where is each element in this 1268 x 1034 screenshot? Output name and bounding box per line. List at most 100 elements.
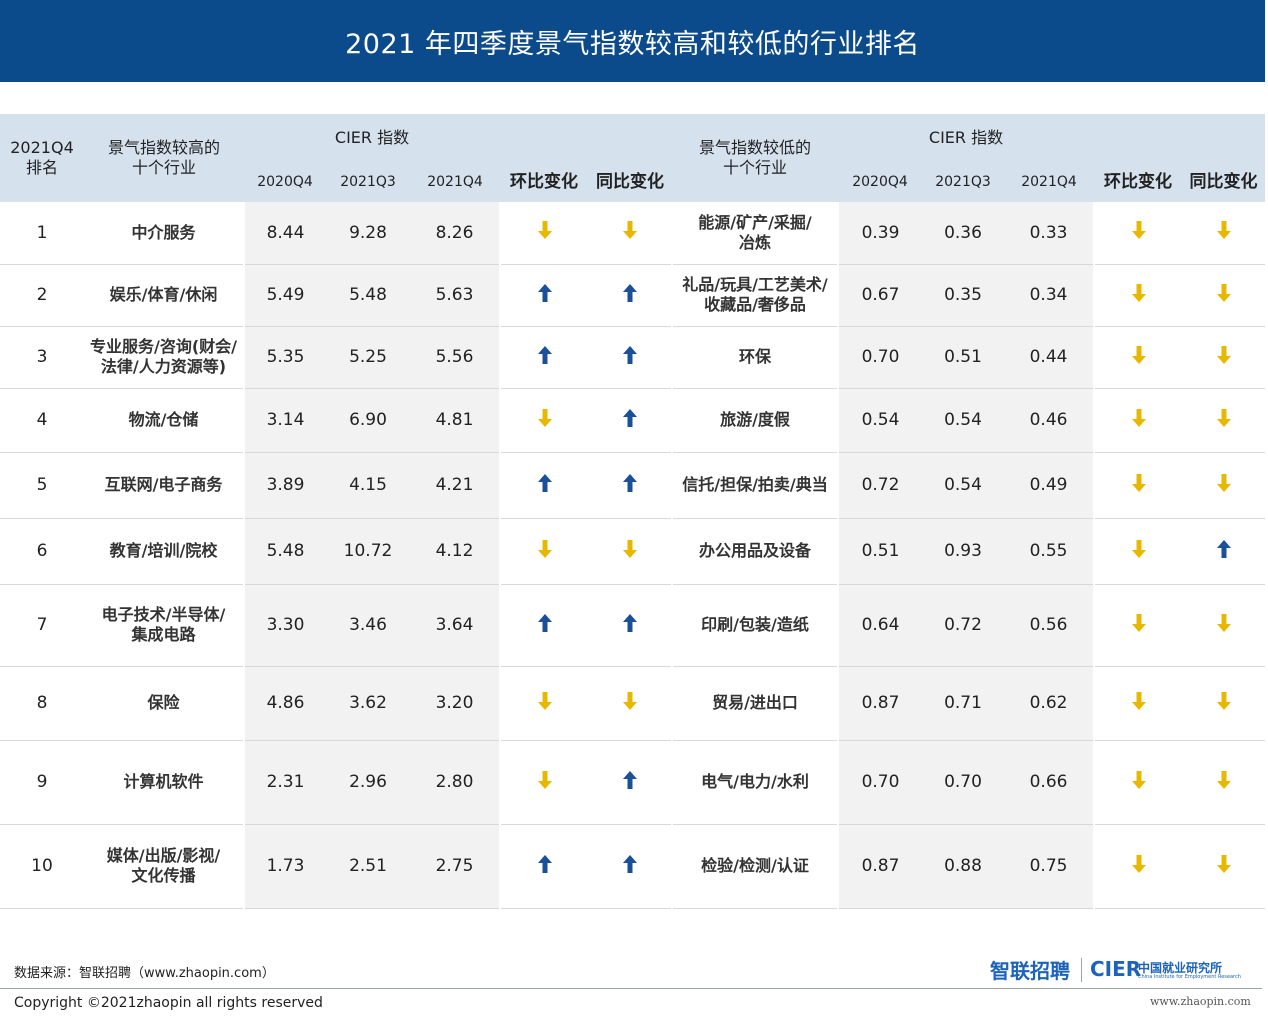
low-2021q4-cell: 0.56	[1004, 584, 1096, 667]
arrow-down-icon	[1131, 345, 1146, 364]
arrow-down-icon	[1216, 473, 1231, 492]
low-industry-cell: 检验/检测/认证	[672, 824, 840, 909]
arrow-down-icon	[537, 221, 552, 240]
page-title: 2021 年四季度景气指数较高和较低的行业排名	[0, 0, 1265, 82]
low-industry-cell: 礼品/玩具/工艺美术/ 收藏品/奢侈品	[672, 264, 840, 327]
low-qoq-cell	[1094, 666, 1183, 741]
low-yoy-cell	[1182, 740, 1266, 825]
high-2021q3-cell: 3.46	[326, 584, 410, 667]
arrow-down-icon	[1216, 613, 1231, 632]
table-row: 7 电子技术/半导体/ 集成电路 3.30 3.46 3.64 印刷/包装/造纸 0.64 0…	[0, 584, 1266, 667]
low-2021q3-cell: 0.88	[922, 824, 1005, 909]
low-industry-cell: 印刷/包装/造纸	[672, 584, 840, 667]
rank-cell: 7	[0, 584, 84, 667]
arrow-down-icon	[1131, 539, 1146, 558]
zhilian-logo: 智联招聘	[990, 959, 1070, 983]
arrow-down-icon	[1131, 613, 1146, 632]
high-2021q4-cell: 2.80	[410, 740, 502, 825]
high-yoy-cell	[588, 264, 674, 327]
cier-index-header-low: CIER 指数	[838, 114, 1095, 162]
high-qoq-cell	[500, 388, 589, 453]
arrow-up-icon	[622, 854, 637, 873]
high-2020q4-cell: 3.14	[244, 388, 326, 453]
table-row: 1 中介服务 8.44 9.28 8.26 能源/矿产/采掘/ 冶炼 0.39 0.36 0.3…	[0, 202, 1266, 265]
low-yoy-cell	[1182, 452, 1266, 519]
arrow-down-icon	[1131, 283, 1146, 302]
rank-cell: 6	[0, 518, 84, 585]
ranking-table: 2021Q4 排名 景气指数较高的 十个行业 CIER 指数 景气指数较低的 十…	[0, 114, 1266, 909]
high-yoy-cell	[588, 452, 674, 519]
table-row: 5 互联网/电子商务 3.89 4.15 4.21 信托/担保/拍卖/典当 0.72 0.54…	[0, 452, 1266, 519]
arrow-down-icon	[1216, 345, 1231, 364]
col-2020q4-low: 2020Q4	[838, 162, 923, 202]
low-2021q4-cell: 0.66	[1004, 740, 1096, 825]
high-2020q4-cell: 4.86	[244, 666, 326, 741]
high-2021q4-cell: 5.63	[410, 264, 502, 327]
low-qoq-cell	[1094, 584, 1183, 667]
high-2020q4-cell: 2.31	[244, 740, 326, 825]
arrow-down-icon	[1216, 283, 1231, 302]
high-qoq-cell	[500, 666, 589, 741]
website-link[interactable]: www.zhaopin.com	[1150, 995, 1251, 1008]
low-2021q4-cell: 0.34	[1004, 264, 1096, 327]
header-spacer	[588, 114, 673, 162]
high-qoq-cell	[500, 264, 589, 327]
arrow-down-icon	[537, 770, 552, 789]
arrow-up-icon	[622, 283, 637, 302]
arrow-up-icon	[622, 345, 637, 364]
col-2021q3-low: 2021Q3	[922, 162, 1005, 202]
high-2021q3-cell: 5.25	[326, 326, 410, 389]
arrow-down-icon	[537, 691, 552, 710]
low-yoy-cell	[1182, 518, 1266, 585]
arrow-up-icon	[622, 613, 637, 632]
col-yoy-low: 同比变化	[1182, 162, 1266, 202]
high-2020q4-cell: 3.30	[244, 584, 326, 667]
high-industry-cell: 电子技术/半导体/ 集成电路	[84, 584, 245, 667]
high-2020q4-cell: 8.44	[244, 202, 326, 265]
high-2021q4-cell: 2.75	[410, 824, 502, 909]
arrow-down-icon	[1216, 770, 1231, 789]
high-2020q4-cell: 1.73	[244, 824, 326, 909]
arrow-up-icon	[537, 613, 552, 632]
arrow-up-icon	[537, 345, 552, 364]
high-2021q4-cell: 5.56	[410, 326, 502, 389]
low-industry-cell: 贸易/进出口	[672, 666, 840, 741]
high-2021q4-cell: 8.26	[410, 202, 502, 265]
rank-cell: 1	[0, 202, 84, 265]
low-2021q4-cell: 0.75	[1004, 824, 1096, 909]
table-row: 3 专业服务/咨询(财会/ 法律/人力资源等) 5.35 5.25 5.56 环保 0.70…	[0, 326, 1266, 389]
arrow-down-icon	[622, 221, 637, 240]
high-2021q3-cell: 10.72	[326, 518, 410, 585]
high-2021q4-cell: 4.81	[410, 388, 502, 453]
low-2020q4-cell: 0.51	[838, 518, 923, 585]
arrow-up-icon	[537, 854, 552, 873]
arrow-down-icon	[537, 539, 552, 558]
high-2021q3-cell: 5.48	[326, 264, 410, 327]
col-qoq-high: 环比变化	[500, 162, 589, 202]
arrow-up-icon	[537, 283, 552, 302]
table-row: 10 媒体/出版/影视/ 文化传播 1.73 2.51 2.75 检验/检测/认证 0.87…	[0, 824, 1266, 909]
low-yoy-cell	[1182, 202, 1266, 265]
high-2021q4-cell: 3.20	[410, 666, 502, 741]
rank-cell: 4	[0, 388, 84, 453]
low-industry-cell: 旅游/度假	[672, 388, 840, 453]
low-qoq-cell	[1094, 202, 1183, 265]
high-2020q4-cell: 5.49	[244, 264, 326, 327]
low-2021q3-cell: 0.54	[922, 388, 1005, 453]
high-industry-cell: 媒体/出版/影视/ 文化传播	[84, 824, 245, 909]
arrow-down-icon	[1131, 221, 1146, 240]
low-2020q4-cell: 0.70	[838, 326, 923, 389]
cier-index-header-high: CIER 指数	[244, 114, 501, 162]
high-2021q3-cell: 3.62	[326, 666, 410, 741]
low-qoq-cell	[1094, 452, 1183, 519]
high-industry-cell: 物流/仓储	[84, 388, 245, 453]
arrow-up-icon	[622, 473, 637, 492]
low-yoy-cell	[1182, 264, 1266, 327]
low-2020q4-cell: 0.72	[838, 452, 923, 519]
col-qoq-low: 环比变化	[1094, 162, 1183, 202]
arrow-down-icon	[1131, 770, 1146, 789]
table-row: 6 教育/培训/院校 5.48 10.72 4.12 办公用品及设备 0.51 0.93 0.5…	[0, 518, 1266, 585]
low-2021q3-cell: 0.54	[922, 452, 1005, 519]
low-2021q3-cell: 0.93	[922, 518, 1005, 585]
low-industry-cell: 环保	[672, 326, 840, 389]
